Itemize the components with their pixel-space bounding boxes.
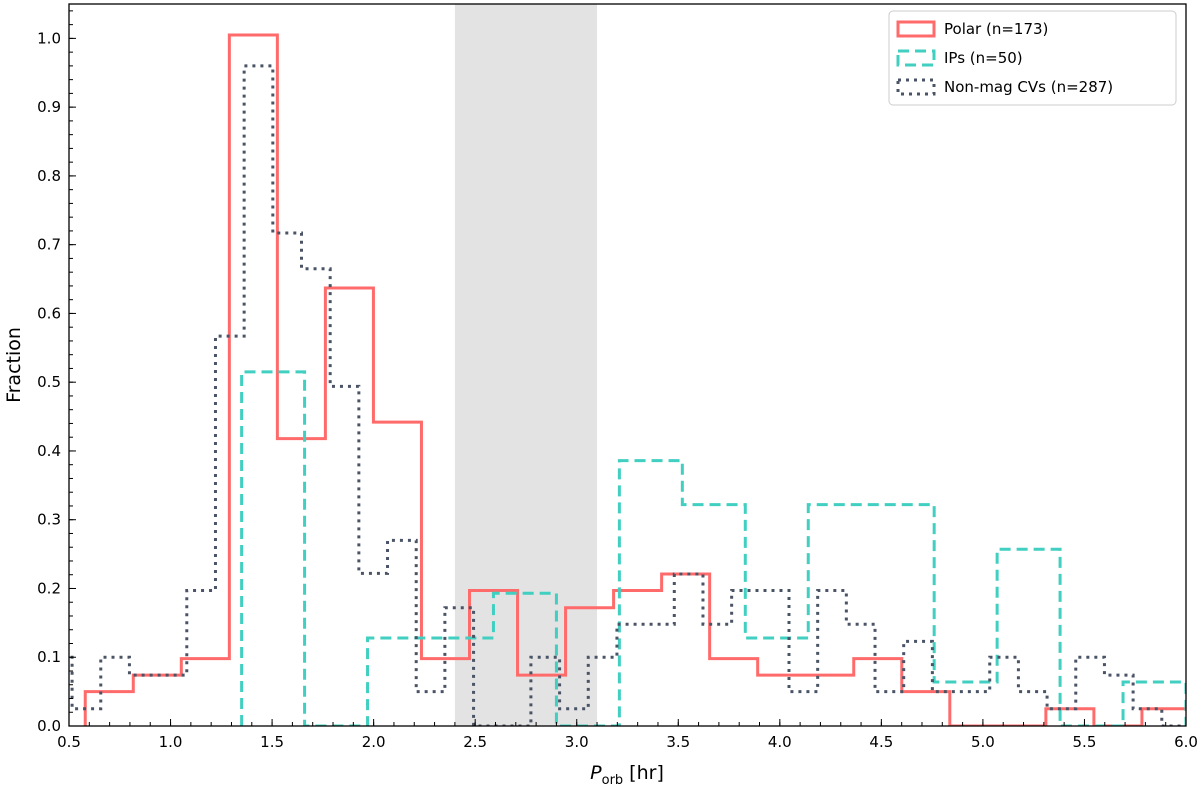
y-tick-label: 0.9 — [37, 98, 61, 116]
x-tick-label: 3.5 — [666, 733, 690, 751]
plot-frame — [68, 3, 1187, 727]
y-tick-label: 0.6 — [37, 304, 61, 322]
histogram-bin — [359, 573, 388, 726]
histogram-bin — [158, 675, 187, 726]
histogram-bin — [674, 574, 703, 726]
legend: Polar (n=173) IPs (n=50) Non-mag CVs (n=28… — [888, 10, 1177, 106]
histogram-bin — [932, 692, 961, 726]
series-layer — [43, 33, 1186, 726]
histogram-bin — [902, 692, 950, 726]
x-axis-label-unit: [hr] — [629, 762, 664, 784]
histogram-bin — [934, 682, 997, 726]
series-step-line — [240, 370, 1186, 726]
y-tick-label: 1.0 — [37, 29, 61, 47]
histogram-bin — [806, 675, 854, 726]
y-tick-label: 0.1 — [37, 648, 61, 666]
x-tick-label: 4.0 — [768, 733, 792, 751]
x-tick-label: 1.0 — [159, 733, 183, 751]
histogram-bin — [662, 574, 710, 726]
ticks: 0.5 1.0 1.5 2.0 2.5 3.0 3.5 4.0 4.5 5.0 5.5 6.00.00… — [37, 10, 1198, 751]
x-tick-label: 4.5 — [869, 733, 893, 751]
x-tick-label: 2.0 — [362, 733, 386, 751]
histogram-bin — [646, 624, 675, 726]
histogram-bin — [808, 505, 871, 726]
x-tick-label: 5.0 — [971, 733, 995, 751]
y-tick-label: 0.0 — [37, 717, 61, 735]
x-tick-label: 0.5 — [57, 733, 81, 751]
y-tick-label: 0.5 — [37, 373, 61, 391]
shaded-gap-region — [454, 4, 598, 726]
histogram-bin — [1046, 709, 1094, 726]
histogram-bin — [710, 659, 758, 726]
legend-swatch — [896, 20, 936, 38]
legend-swatch — [896, 49, 936, 67]
histogram-bin — [619, 461, 682, 726]
histogram-bin — [330, 386, 359, 726]
legend-label: IPs (n=50) — [944, 49, 1023, 67]
x-tick-label: 2.5 — [463, 733, 487, 751]
y-tick-label: 0.3 — [37, 511, 61, 529]
x-axis-label: Porb [hr] — [590, 762, 664, 786]
histogram-bin — [703, 624, 732, 726]
series-3 — [43, 64, 1186, 726]
histogram-bin — [325, 288, 373, 726]
y-tick-label: 0.2 — [37, 579, 61, 597]
x-tick-label: 1.5 — [260, 733, 284, 751]
histogram-bin — [875, 692, 904, 726]
legend-box — [888, 10, 1177, 106]
histogram-bin — [277, 439, 325, 726]
histogram-bin — [133, 675, 181, 726]
histogram-bin — [373, 422, 421, 726]
series-1 — [83, 33, 1186, 726]
histogram-bin — [758, 675, 806, 726]
x-axis-label-symbol: P — [590, 762, 602, 784]
histogram-bin — [242, 372, 305, 726]
histogram-bin — [43, 657, 72, 726]
x-axis-label-subscript: orb — [602, 773, 624, 786]
histogram-bin — [818, 591, 847, 726]
histogram-bin — [1018, 692, 1047, 726]
histogram-bin — [961, 692, 990, 726]
legend-label: Polar (n=173) — [944, 20, 1048, 38]
x-tick-label: 5.5 — [1073, 733, 1097, 751]
histogram-bin — [1123, 682, 1186, 726]
y-axis-label: Fraction — [3, 327, 25, 403]
histogram-bin — [416, 692, 445, 726]
histogram-bin — [997, 549, 1060, 726]
y-tick-label: 0.8 — [37, 167, 61, 185]
series-step-line — [69, 64, 1186, 726]
histogram-bin — [760, 591, 789, 726]
histogram-bin — [229, 35, 277, 726]
histogram-bin — [990, 657, 1019, 726]
histogram-bin — [1133, 709, 1162, 726]
histogram-bin — [181, 659, 229, 726]
x-tick-label: 6.0 — [1174, 733, 1198, 751]
y-tick-label: 0.4 — [37, 442, 61, 460]
histogram-bin — [388, 540, 417, 726]
histogram-bin — [682, 505, 745, 726]
series-step-line — [83, 33, 1186, 726]
series-2 — [240, 370, 1186, 726]
histogram-bin — [904, 641, 933, 726]
histogram-bin — [745, 638, 808, 726]
histogram-bin — [1076, 657, 1105, 726]
x-tick-label: 3.0 — [565, 733, 589, 751]
legend-label: Non-mag CVs (n=287) — [944, 78, 1113, 96]
legend-swatch — [896, 78, 936, 96]
histogram-bin — [244, 66, 273, 726]
histogram-bin — [789, 692, 818, 726]
histogram-bin — [617, 624, 646, 726]
y-tick-label: 0.7 — [37, 236, 61, 254]
